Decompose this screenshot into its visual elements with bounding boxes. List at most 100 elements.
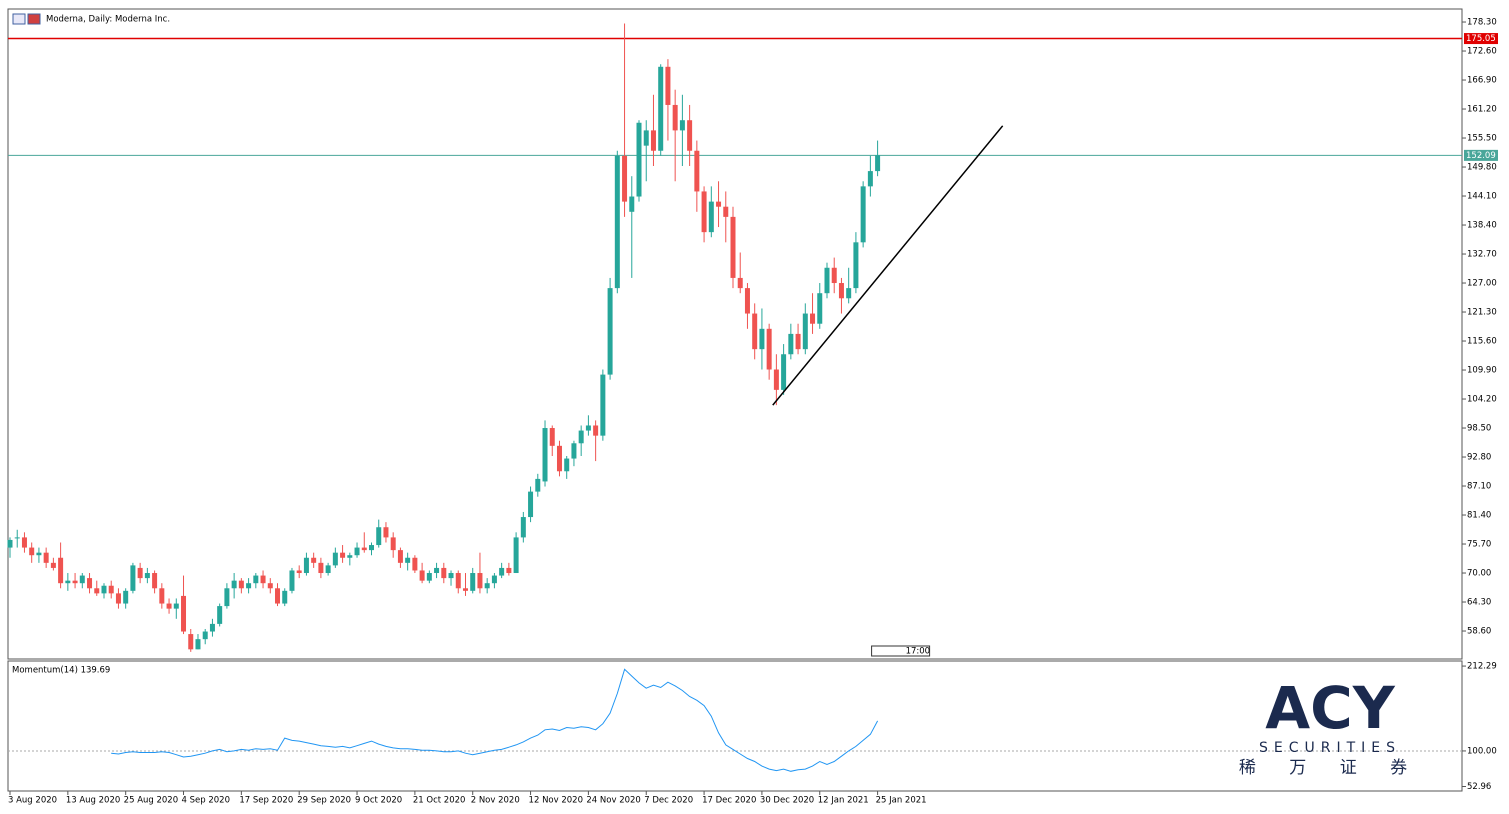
candle-body bbox=[766, 328, 772, 370]
time-label: 17:00 bbox=[906, 647, 931, 657]
candle-body bbox=[159, 588, 165, 604]
brand: ACY bbox=[1265, 674, 1395, 742]
y-tick-label: 144.10 bbox=[1467, 192, 1497, 202]
x-tick-label: 25 Jan 2021 bbox=[876, 796, 927, 806]
candle-body bbox=[679, 120, 685, 131]
candle-body bbox=[383, 527, 389, 538]
candle-body bbox=[824, 267, 830, 294]
y-tick-label: 58.60 bbox=[1467, 627, 1491, 637]
candle-body bbox=[195, 639, 201, 650]
candle-body bbox=[462, 588, 468, 591]
y-tick-label: 178.30 bbox=[1467, 18, 1497, 28]
main-pane bbox=[7, 8, 1463, 660]
candle-body bbox=[831, 267, 837, 284]
candle-body bbox=[303, 557, 309, 574]
candle-body bbox=[267, 583, 273, 589]
candle-body bbox=[340, 552, 346, 558]
y-tick-label: 127.00 bbox=[1467, 279, 1497, 289]
candle-body bbox=[622, 155, 628, 202]
price-label: 175.05 bbox=[1466, 34, 1496, 44]
candle-body bbox=[593, 425, 599, 436]
chart-title: Moderna, Daily: Moderna Inc. bbox=[46, 15, 170, 25]
candle-body bbox=[607, 288, 613, 375]
candle-body bbox=[289, 570, 295, 591]
candle-body bbox=[614, 155, 620, 289]
candle-body bbox=[672, 104, 678, 131]
candle-body bbox=[14, 537, 20, 539]
x-tick-label: 4 Sep 2020 bbox=[182, 796, 230, 806]
x-tick-label: 12 Jan 2021 bbox=[818, 796, 869, 806]
candle-body bbox=[311, 557, 317, 563]
candle-body bbox=[123, 590, 129, 604]
y-tick-label: 132.70 bbox=[1467, 250, 1497, 260]
candle-body bbox=[253, 575, 259, 584]
x-tick-label: 29 Sep 2020 bbox=[297, 796, 351, 806]
candle-body bbox=[549, 428, 555, 446]
candle-body bbox=[730, 216, 736, 278]
candle-body bbox=[137, 567, 143, 579]
candle-body bbox=[542, 428, 548, 482]
candle-body bbox=[528, 491, 534, 518]
x-tick-label: 2 Nov 2020 bbox=[471, 796, 520, 806]
candle-body bbox=[759, 328, 765, 350]
candle-body bbox=[658, 66, 664, 151]
x-tick-label: 7 Dec 2020 bbox=[644, 796, 693, 806]
candle-body bbox=[448, 573, 454, 579]
price-label: 152.09 bbox=[1466, 151, 1496, 161]
candle-body bbox=[209, 623, 215, 632]
candle-body bbox=[347, 555, 353, 558]
candle-body bbox=[556, 445, 562, 472]
candle-body bbox=[58, 557, 64, 584]
candle-body bbox=[802, 313, 808, 350]
candle-body bbox=[788, 333, 794, 355]
candle-body bbox=[853, 242, 859, 289]
watermark: ACY SECURITIES 稀 万 证 券 bbox=[1239, 674, 1407, 778]
candle-body bbox=[94, 588, 100, 594]
icon bbox=[27, 13, 41, 25]
y-tick-label: 149.80 bbox=[1467, 163, 1497, 173]
trendline bbox=[772, 125, 1004, 406]
candle-body bbox=[332, 552, 338, 566]
candle-body bbox=[600, 374, 606, 436]
candle-body bbox=[781, 354, 787, 390]
candle-body bbox=[144, 573, 150, 579]
y-tick-label: 161.20 bbox=[1467, 105, 1497, 115]
candle-body bbox=[535, 478, 541, 492]
candle-body bbox=[282, 590, 288, 604]
candle-body bbox=[484, 583, 490, 589]
candle-body bbox=[405, 557, 411, 563]
y-tick-label: 70.00 bbox=[1467, 569, 1491, 579]
candle-body bbox=[65, 580, 71, 584]
candle-body bbox=[455, 573, 461, 589]
candle-body bbox=[506, 567, 512, 574]
y-tick-label: 104.20 bbox=[1467, 395, 1497, 405]
candle-body bbox=[585, 425, 591, 431]
candle-body bbox=[72, 580, 78, 584]
candle-body bbox=[36, 552, 42, 556]
candle-body bbox=[629, 196, 635, 212]
candle-body bbox=[650, 130, 656, 151]
candle-body bbox=[152, 573, 158, 589]
y-tick-label: 75.70 bbox=[1467, 540, 1491, 550]
candle-body bbox=[708, 201, 714, 233]
y-tick-label: 138.40 bbox=[1467, 221, 1497, 231]
candle-body bbox=[87, 578, 93, 589]
indicator-pane bbox=[7, 660, 1463, 792]
y-tick-label: 52.96 bbox=[1467, 782, 1491, 792]
x-tick-label: 13 Aug 2020 bbox=[66, 796, 120, 806]
candle-body bbox=[564, 458, 570, 472]
candle-body bbox=[860, 186, 866, 243]
candle-body bbox=[426, 573, 432, 581]
candle-body bbox=[752, 313, 758, 350]
candle-body bbox=[202, 631, 208, 640]
candle-body bbox=[846, 288, 852, 299]
price-label-box bbox=[1464, 33, 1498, 45]
candle-body bbox=[108, 585, 114, 594]
candle-body bbox=[296, 570, 302, 574]
candle-body bbox=[419, 570, 425, 581]
candle-body bbox=[101, 585, 107, 594]
candle-body bbox=[867, 171, 873, 187]
candle-body bbox=[470, 573, 476, 591]
candle-body bbox=[246, 583, 252, 589]
